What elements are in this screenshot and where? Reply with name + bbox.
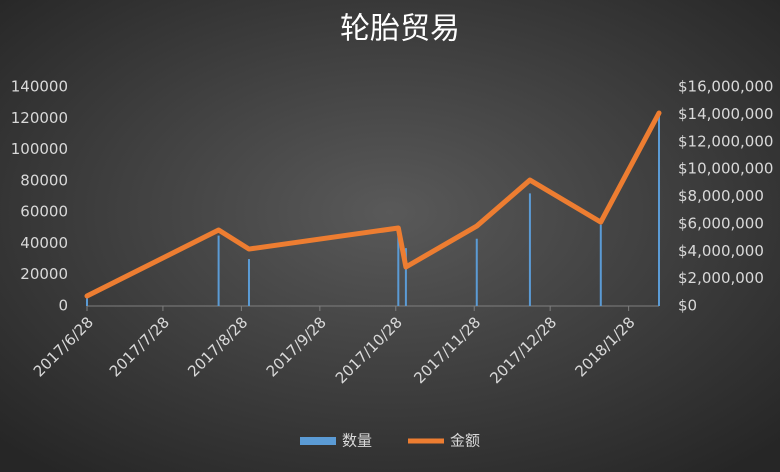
y2-tick-label: $14,000,000: [678, 105, 773, 123]
y2-tick-label: $2,000,000: [678, 269, 764, 287]
bar: [404, 248, 407, 306]
y-tick-label: 120000: [11, 109, 68, 127]
bar: [86, 298, 88, 306]
bar: [247, 259, 250, 306]
bar: [658, 113, 660, 306]
y2-tick-label: $4,000,000: [678, 242, 764, 260]
y2-tick-label: $16,000,000: [678, 78, 773, 96]
y-tick-label: 0: [58, 297, 68, 315]
chart-title: 轮胎贸易: [340, 12, 460, 47]
legend-swatch: [300, 437, 336, 445]
y2-tick-label: $6,000,000: [678, 214, 764, 232]
y-tick-label: 20000: [20, 265, 68, 283]
y2-tick-label: $12,000,000: [678, 132, 773, 150]
legend-label: 数量: [342, 432, 372, 450]
bar: [599, 224, 602, 306]
y-tick-label: 80000: [20, 171, 68, 189]
y2-tick-label: $8,000,000: [678, 187, 764, 205]
y-tick-label: 60000: [20, 203, 68, 221]
y-tick-label: 100000: [11, 140, 68, 158]
y2-tick-label: $0: [678, 297, 697, 315]
bar: [217, 235, 220, 306]
bar: [397, 229, 400, 306]
y2-tick-label: $10,000,000: [678, 160, 773, 178]
y-tick-label: 140000: [11, 78, 68, 96]
bar: [475, 238, 478, 306]
line: [84, 110, 662, 299]
legend-label: 金额: [450, 432, 480, 450]
bar: [528, 193, 531, 306]
y-tick-label: 40000: [20, 234, 68, 252]
